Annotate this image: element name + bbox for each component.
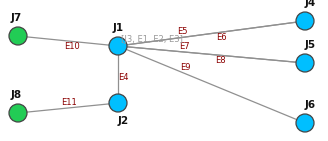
Text: E11: E11	[62, 98, 77, 107]
Circle shape	[296, 12, 314, 30]
Text: E5: E5	[177, 27, 188, 36]
Text: J5: J5	[304, 40, 316, 50]
Text: E9: E9	[180, 63, 191, 72]
Text: J8: J8	[10, 90, 22, 100]
Text: [J3, E1, E2, E3]: [J3, E1, E2, E3]	[121, 35, 183, 44]
Text: J1: J1	[113, 23, 124, 33]
Text: E7: E7	[179, 42, 189, 51]
Circle shape	[9, 104, 27, 122]
Text: J2: J2	[117, 116, 129, 126]
Circle shape	[109, 94, 127, 112]
Text: E4: E4	[118, 73, 129, 82]
Text: J6: J6	[304, 100, 316, 110]
Circle shape	[9, 27, 27, 45]
Text: E10: E10	[65, 42, 80, 51]
Text: J7: J7	[10, 13, 22, 23]
Circle shape	[296, 114, 314, 132]
Circle shape	[296, 54, 314, 72]
Text: E6: E6	[216, 33, 227, 42]
Text: E8: E8	[215, 56, 226, 65]
Circle shape	[109, 37, 127, 55]
Text: J4: J4	[304, 0, 316, 8]
